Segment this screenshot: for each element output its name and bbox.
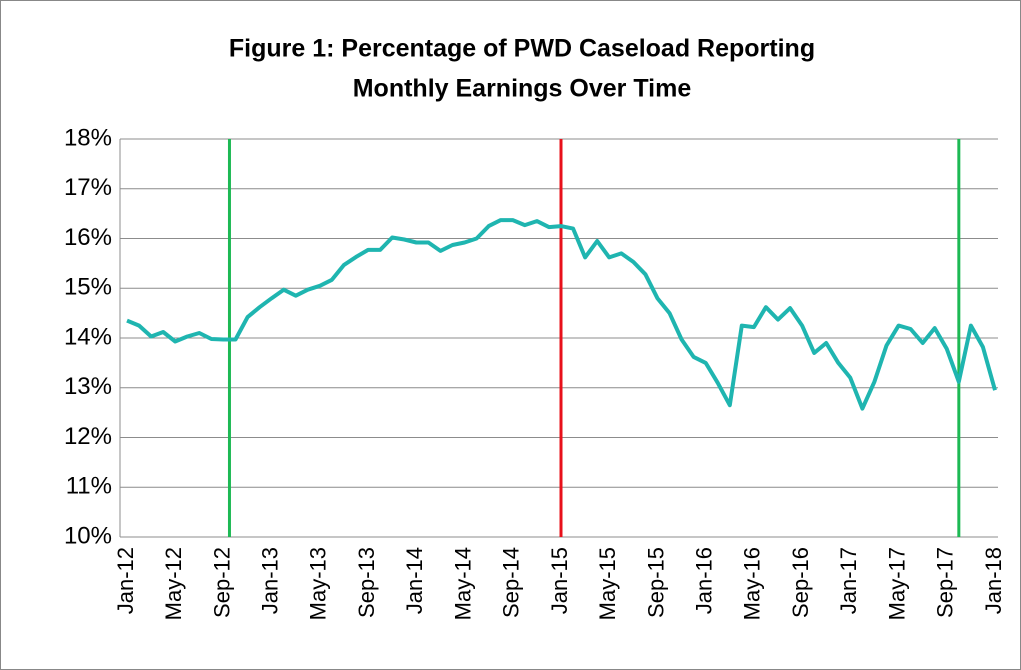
x-tick-label: Jan-12 (113, 547, 138, 614)
x-tick-label: Jan-15 (547, 547, 572, 614)
y-tick-label: 10% (64, 522, 112, 549)
data-line (126, 218, 997, 411)
x-tick-label: Jan-13 (257, 547, 282, 614)
x-tick-label: Sep-17 (933, 547, 958, 618)
x-tick-label: May-15 (595, 547, 620, 620)
y-tick-label: 17% (64, 174, 112, 201)
x-tick-label: Sep-14 (499, 547, 524, 618)
x-tick-label: Sep-16 (788, 547, 813, 618)
y-tick-label: 14% (64, 323, 112, 350)
x-tick-label: Jan-17 (836, 547, 861, 614)
y-tick-label: 18% (64, 124, 112, 151)
x-tick-label: Jan-16 (691, 547, 716, 614)
x-tick-label: Sep-15 (643, 547, 668, 618)
chart-title: Monthly Earnings Over Time (353, 75, 692, 103)
chart-title: Figure 1: Percentage of PWD Caseload Rep… (229, 35, 815, 63)
y-tick-label: 13% (64, 373, 112, 400)
x-tick-label: May-13 (306, 547, 331, 620)
y-tick-label: 11% (66, 473, 112, 500)
x-tick-label: May-16 (740, 547, 765, 620)
y-tick-label: 16% (64, 224, 112, 251)
x-tick-label: Jan-14 (402, 547, 427, 614)
x-tick-label: May-12 (161, 547, 186, 620)
y-tick-label: 15% (64, 274, 112, 301)
x-tick-label: Sep-13 (354, 547, 379, 618)
x-tick-label: Jan-18 (981, 547, 1006, 614)
x-tick-label: May-14 (450, 547, 475, 620)
x-tick-label: Sep-12 (209, 547, 234, 618)
y-tick-label: 12% (64, 423, 112, 450)
x-tick-label: May-17 (884, 547, 909, 620)
